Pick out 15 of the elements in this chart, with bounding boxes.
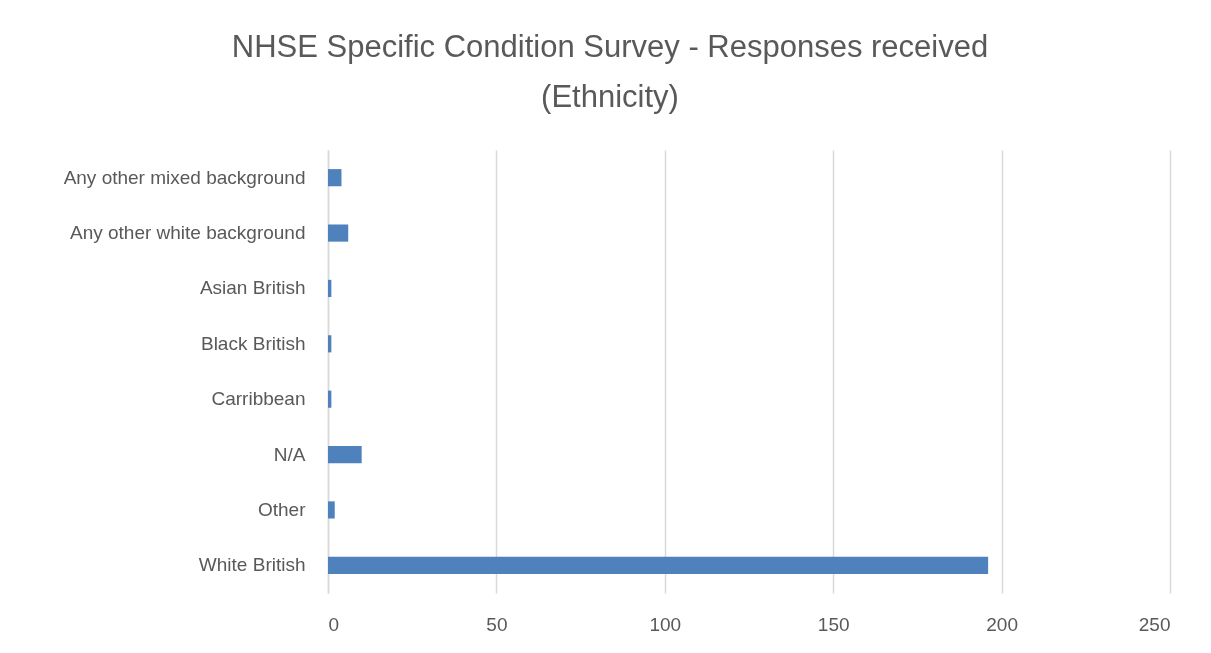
y-tick-label: Black British [200,332,306,354]
x-tick-label: 250 [1138,613,1171,635]
x-tick-label: 150 [817,613,850,635]
y-tick-label: N/A [273,443,306,465]
y-tick-label: Carribbean [211,388,306,410]
x-tick-label: 100 [649,613,682,635]
y-tick-label: Other [257,498,307,520]
x-tick-label: 0 [328,613,340,635]
chart-title: NHSE Specific Condition Survey - Responses received (Ethnicity) [231,29,989,114]
x-tick-label: 50 [486,613,508,635]
x-tick-label: 200 [986,613,1018,635]
y-tick-label: Any other white background [69,222,306,244]
y-tick-label: White British [198,554,306,576]
y-tick-label: Asian British [199,277,306,299]
y-tick-label: Any other mixed background [63,166,306,188]
